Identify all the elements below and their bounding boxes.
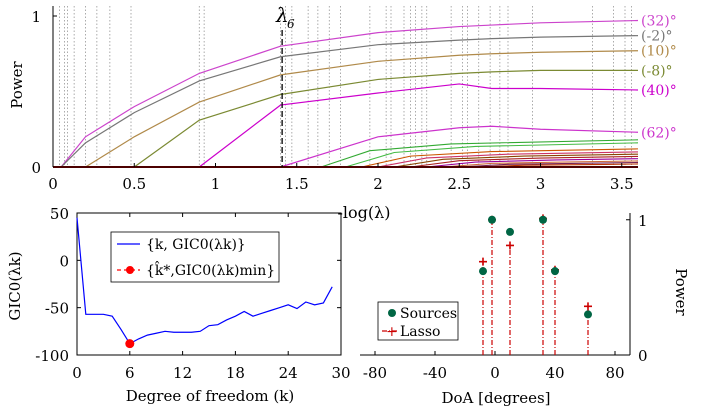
series-label: (62)° [641,125,677,141]
gic-y-tick-label: -100 [35,347,69,365]
gic-chart: 0 6 12 18 24 30 50 0 -50 -100 {k, GIC0(λk)} {k̂*,… [6,205,351,405]
series-label: (32)° [641,14,677,30]
top-x-tick-label: 3.5 [610,175,634,193]
gic-legend-label-1: {k, GIC0(λk)} [146,237,246,253]
gic-legend-label-2: {k̂*,GIC0(λk)min} [146,260,275,279]
top-x-tick-label: 0 [48,175,58,193]
source-point [506,227,514,236]
doa-y-axis-label: Power [672,268,690,316]
lasso-marker [584,302,592,311]
doa-x-tick-label: 40 [545,364,564,382]
doa-legend-source-swatch [388,309,396,317]
top-y-tick-label: 0 [31,159,41,177]
doa-legend-label-2: Lasso [400,324,440,340]
gic-x-tick-label: 30 [331,364,350,382]
lambda-marker-label: λ [275,3,289,27]
doa-x-tick-label: -80 [363,364,387,382]
series-label: (-2)° [641,29,673,45]
source-points [479,215,592,319]
gic-y-tick-label: -50 [45,300,69,318]
source-point [539,215,547,224]
gic-legend: {k, GIC0(λk)} {k̂*,GIC0(λk)min} [110,231,280,283]
gic-plot-frame [76,212,342,356]
source-point [479,267,487,276]
doa-axes: -80 -40 0 40 80 0 1 [360,212,648,382]
lambda-path-chart: (32)°(-2)°(10)° (-8)° (40)° (62)° λ 6 0 0.5 1… [8,3,677,222]
gic-legend-box [110,231,280,283]
power-path-line [61,83,639,168]
lasso-marker [506,241,514,250]
power-path-line [61,69,638,168]
doa-x-tick-label: 0 [490,364,500,382]
gic-x-tick-label: 6 [125,364,135,382]
power-path-line [60,35,639,168]
source-point [551,267,559,276]
top-axes: 0 0.5 1 1.5 2 2.5 3 3.5 0 1 [31,6,638,193]
doa-y-tick-label: 1 [638,212,648,230]
series-label: (10)° [641,44,677,60]
top-x-tick-label: 0.5 [122,175,146,193]
power-path-line [61,50,639,168]
doa-chart: -80 -40 0 40 80 0 1 Sources + Lasso Power DoA … [360,212,690,407]
doa-legend-box [377,301,459,341]
doa-legend: Sources + Lasso [377,301,459,341]
gic-axes: 0 6 12 18 24 30 50 0 -50 -100 [35,205,350,382]
gic-series-line [76,217,333,345]
power-path-line [61,125,639,168]
top-y-axis-label: Power [8,60,26,108]
source-point [488,215,496,224]
top-x-axis-label: -log(λ) [337,203,390,222]
lambda-marker-subscript: 6 [287,17,295,31]
doa-legend-lasso-plus: + [386,324,398,340]
gic-x-tick-label: 0 [72,364,82,382]
gic-y-tick-label: 50 [50,205,69,223]
series-labels: (32)°(-2)°(10)° (-8)° (40)° (62)° [641,14,677,142]
gic-minimum-point [125,339,135,349]
top-x-tick-label: 2 [373,175,383,193]
doa-x-tick-label: -40 [423,364,447,382]
gic-x-tick-label: 18 [226,364,245,382]
series-label: (40)° [641,83,677,99]
gic-y-tick-label: 0 [59,252,69,270]
top-x-tick-label: 1.5 [285,175,309,193]
doa-legend-label-1: Sources [400,306,457,322]
top-x-tick-label: 2.5 [447,175,471,193]
gic-y-axis-label: GIC0(λk) [6,251,24,320]
series-label: (-8)° [641,63,673,79]
lasso-stems [479,214,592,355]
gic-x-axis-label: Degree of freedom (k) [126,387,294,405]
top-x-tick-label: 3 [536,175,546,193]
gic-legend-dot-swatch [126,266,134,274]
knot-lines [59,6,632,167]
source-point [584,310,592,319]
doa-y-tick-label: 0 [638,347,648,365]
doa-x-axis-label: DoA [degrees] [441,389,550,407]
gic-x-tick-label: 12 [173,364,192,382]
gic-x-tick-label: 24 [279,364,298,382]
doa-x-tick-label: 80 [605,364,624,382]
top-x-tick-label: 1 [211,175,221,193]
top-y-tick-label: 1 [31,8,41,26]
lasso-marker [479,257,487,266]
power-path-line [60,19,639,168]
